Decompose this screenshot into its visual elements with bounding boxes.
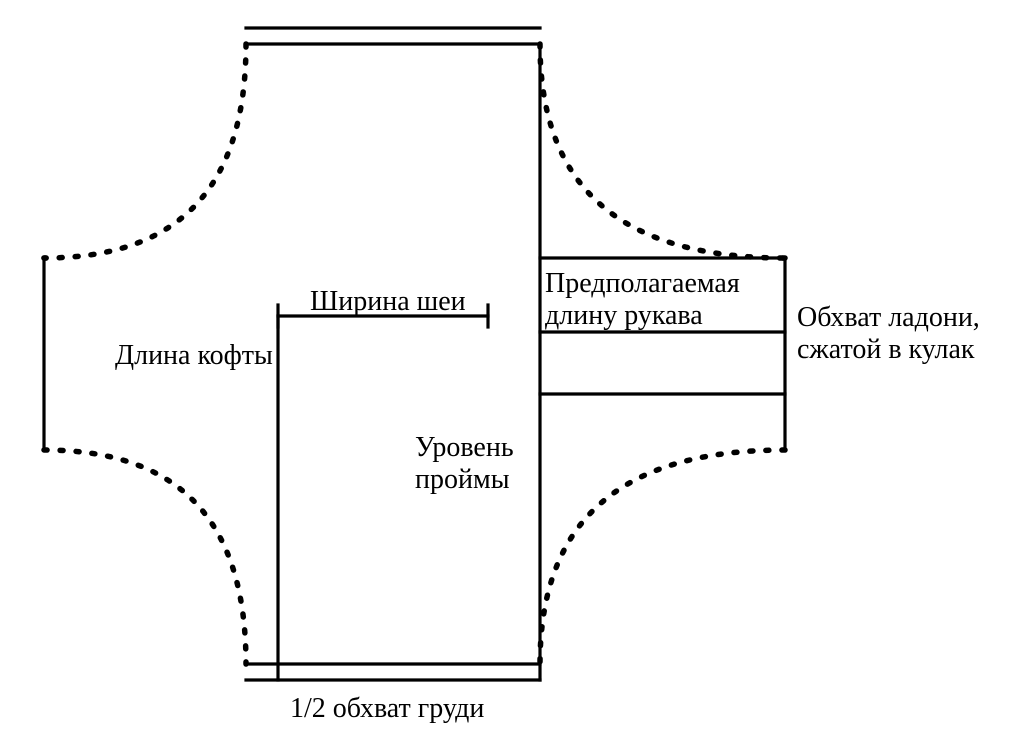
label-armhole-level: Уровень проймы <box>415 432 514 496</box>
pattern-diagram: Ширина шеи Длина кофты Уровень проймы Пр… <box>0 0 1024 733</box>
label-sweater-length: Длина кофты <box>115 340 273 372</box>
label-sleeve-length: Предполагаемая длину рукава <box>545 268 740 332</box>
label-half-chest: 1/2 обхват груди <box>290 693 484 725</box>
label-neck-width: Ширина шеи <box>310 286 466 318</box>
label-fist-girth: Обхват ладони, сжатой в кулак <box>797 302 980 366</box>
